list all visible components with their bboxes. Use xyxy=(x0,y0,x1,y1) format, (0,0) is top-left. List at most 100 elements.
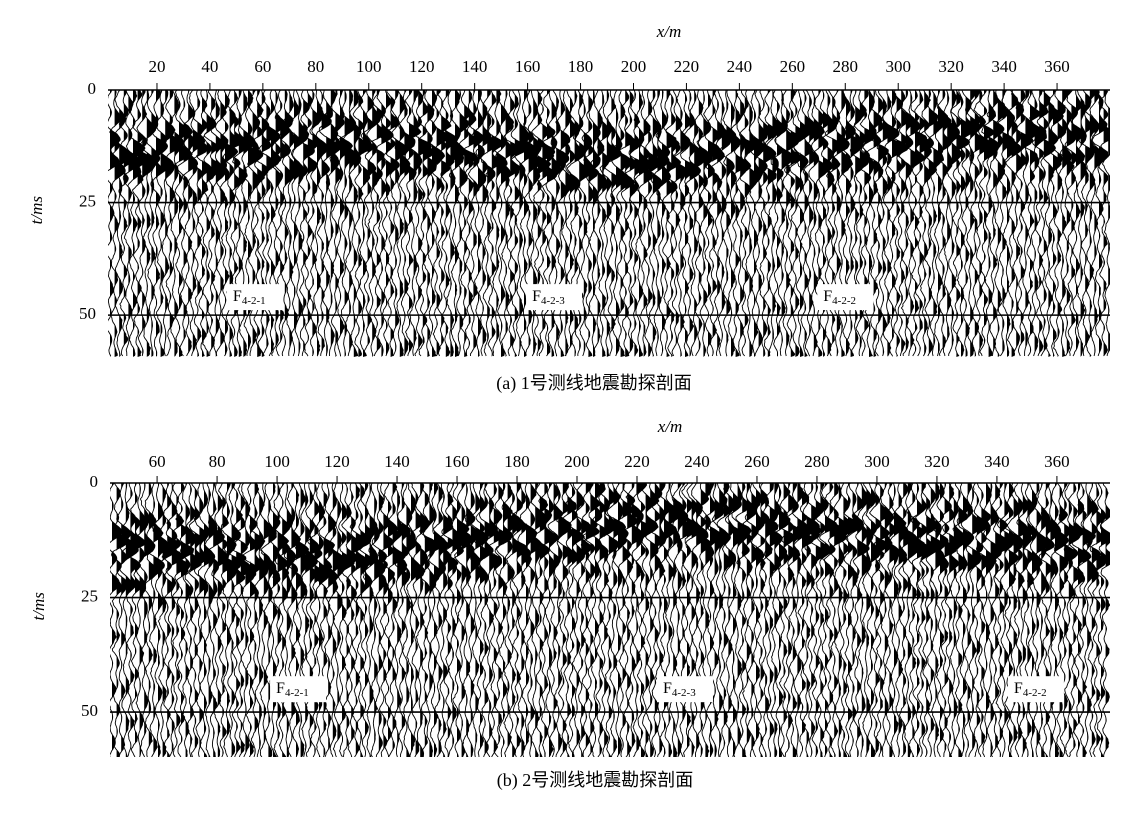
trace xyxy=(844,90,864,357)
trace xyxy=(935,90,952,357)
trace xyxy=(969,90,986,356)
trace xyxy=(108,90,121,357)
trace-fill xyxy=(878,90,889,357)
trace-fill xyxy=(958,483,968,757)
trace-fill xyxy=(972,483,983,757)
x-tick-label: 340 xyxy=(991,57,1017,76)
trace xyxy=(1001,90,1016,357)
trace-fill xyxy=(731,90,740,357)
x-tick-label: 80 xyxy=(209,452,226,471)
x-tick-label: 260 xyxy=(780,57,806,76)
trace-fill xyxy=(988,90,1001,357)
seismic-traces xyxy=(110,483,1110,757)
trace-fill xyxy=(608,483,620,757)
trace xyxy=(181,90,199,357)
annotation-letter: F xyxy=(233,288,242,305)
trace-fill xyxy=(291,483,301,757)
trace-fill xyxy=(337,483,346,757)
trace-fill xyxy=(875,483,888,757)
x-tick-label: 300 xyxy=(885,57,911,76)
trace-fill xyxy=(1108,90,1110,357)
trace xyxy=(241,90,260,357)
trace xyxy=(655,90,671,357)
trace-fill xyxy=(259,483,269,757)
trace xyxy=(203,90,223,357)
trace xyxy=(352,483,372,757)
trace-fill xyxy=(1034,90,1047,357)
trace xyxy=(503,90,521,357)
trace xyxy=(227,90,246,357)
trace xyxy=(1005,90,1022,357)
trace xyxy=(165,90,183,357)
x-tick-label: 60 xyxy=(149,452,166,471)
trace-fill xyxy=(940,483,949,757)
annotation: F4-2-3 xyxy=(532,288,565,307)
trace-fill xyxy=(160,90,173,357)
trace xyxy=(986,90,1005,357)
trace xyxy=(1049,90,1067,357)
trace xyxy=(460,90,477,357)
trace-fill xyxy=(121,483,131,757)
trace xyxy=(422,90,437,357)
trace-fill xyxy=(535,483,547,757)
trace xyxy=(495,90,512,357)
trace xyxy=(519,90,538,356)
trace-fill xyxy=(905,90,915,357)
trace xyxy=(1010,90,1025,357)
trace-fill xyxy=(275,90,286,357)
trace-fill xyxy=(616,90,626,357)
trace xyxy=(309,90,327,357)
trace-fill xyxy=(317,90,327,357)
trace-fill xyxy=(622,483,635,757)
trace xyxy=(1089,90,1106,357)
annotation-subscript: 4-2-3 xyxy=(672,687,696,699)
trace xyxy=(444,90,464,357)
x-tick-label: 120 xyxy=(409,57,435,76)
trace-fill xyxy=(314,483,325,757)
trace xyxy=(1015,90,1034,357)
annotation-box xyxy=(817,284,874,311)
trace xyxy=(701,90,722,357)
x-tick-label: 20 xyxy=(148,57,165,76)
trace xyxy=(647,90,664,357)
trace xyxy=(531,90,552,357)
trace-fill xyxy=(1016,90,1024,357)
trace-fill xyxy=(781,90,794,357)
trace xyxy=(638,90,654,357)
x-tick-label: 180 xyxy=(504,452,530,471)
trace-fill xyxy=(990,483,1002,757)
trace xyxy=(366,90,382,357)
trace-fill xyxy=(319,483,330,757)
trace-fill xyxy=(432,90,445,357)
trace xyxy=(981,90,1001,357)
trace-fill xyxy=(257,90,265,357)
trace-fill xyxy=(222,483,235,757)
trace xyxy=(440,90,458,357)
trace-fill xyxy=(346,483,359,757)
trace-fill xyxy=(677,483,688,757)
trace-fill xyxy=(215,90,225,357)
trace-fill xyxy=(1013,483,1024,757)
x-tick-label: 280 xyxy=(804,452,830,471)
trace xyxy=(818,90,835,357)
trace-fill xyxy=(984,90,996,357)
trace xyxy=(661,90,677,357)
trace-fill xyxy=(618,483,627,757)
trace-fill xyxy=(365,483,374,757)
trace xyxy=(356,90,372,357)
trace-fill xyxy=(956,90,970,357)
x-tick-label: 60 xyxy=(254,57,271,76)
trace xyxy=(610,90,627,357)
trace-fill xyxy=(429,483,437,757)
trace-fill xyxy=(112,483,122,757)
trace-fill xyxy=(567,483,576,757)
trace xyxy=(775,90,794,357)
trace xyxy=(691,90,712,357)
trace xyxy=(385,90,400,357)
annotation-box xyxy=(656,676,713,703)
trace-fill xyxy=(130,483,139,757)
trace-fill xyxy=(777,90,787,357)
trace xyxy=(247,90,261,357)
trace-fill xyxy=(884,483,894,757)
trace-fill xyxy=(746,483,757,757)
